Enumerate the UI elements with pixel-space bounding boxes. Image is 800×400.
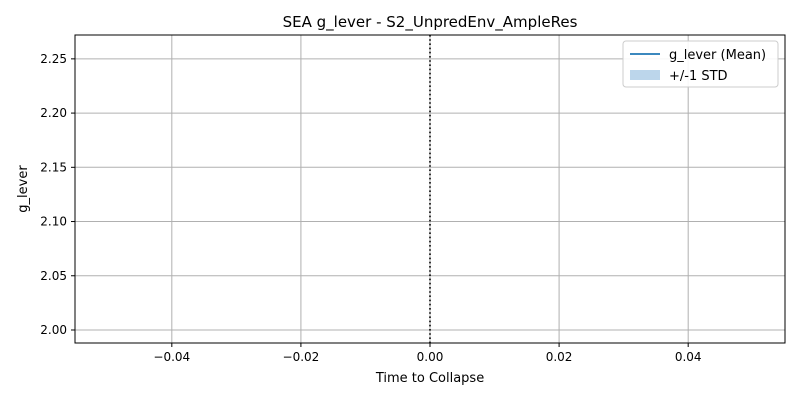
- y-tick-label: 2.00: [40, 323, 67, 337]
- y-tick-label: 2.15: [40, 160, 67, 174]
- y-tick-label: 2.25: [40, 52, 67, 66]
- y-axis-ticks: 2.00 2.05 2.10 2.15 2.20 2.25: [40, 52, 75, 337]
- x-tick-label: 0.00: [417, 350, 444, 364]
- chart-title: SEA g_lever - S2_UnpredEnv_AmpleRes: [283, 13, 578, 32]
- y-tick-label: 2.05: [40, 269, 67, 283]
- y-tick-label: 2.20: [40, 106, 67, 120]
- y-axis-label: g_lever: [16, 165, 31, 213]
- legend-box: [622, 40, 779, 88]
- x-tick-label: −0.02: [283, 350, 320, 364]
- legend-std-swatch: [630, 70, 660, 80]
- x-tick-label: 0.02: [546, 350, 573, 364]
- legend: g_lever (Mean) +/-1 STD: [622, 40, 779, 88]
- x-axis-label: Time to Collapse: [375, 371, 484, 386]
- legend-std-label: +/-1 STD: [669, 69, 728, 84]
- x-tick-label: 0.04: [675, 350, 702, 364]
- x-tick-label: −0.04: [153, 350, 190, 364]
- y-tick-label: 2.10: [40, 215, 67, 229]
- legend-mean-label: g_lever (Mean): [669, 48, 766, 63]
- x-axis-ticks: −0.04 −0.02 0.00 0.02 0.04: [153, 343, 702, 364]
